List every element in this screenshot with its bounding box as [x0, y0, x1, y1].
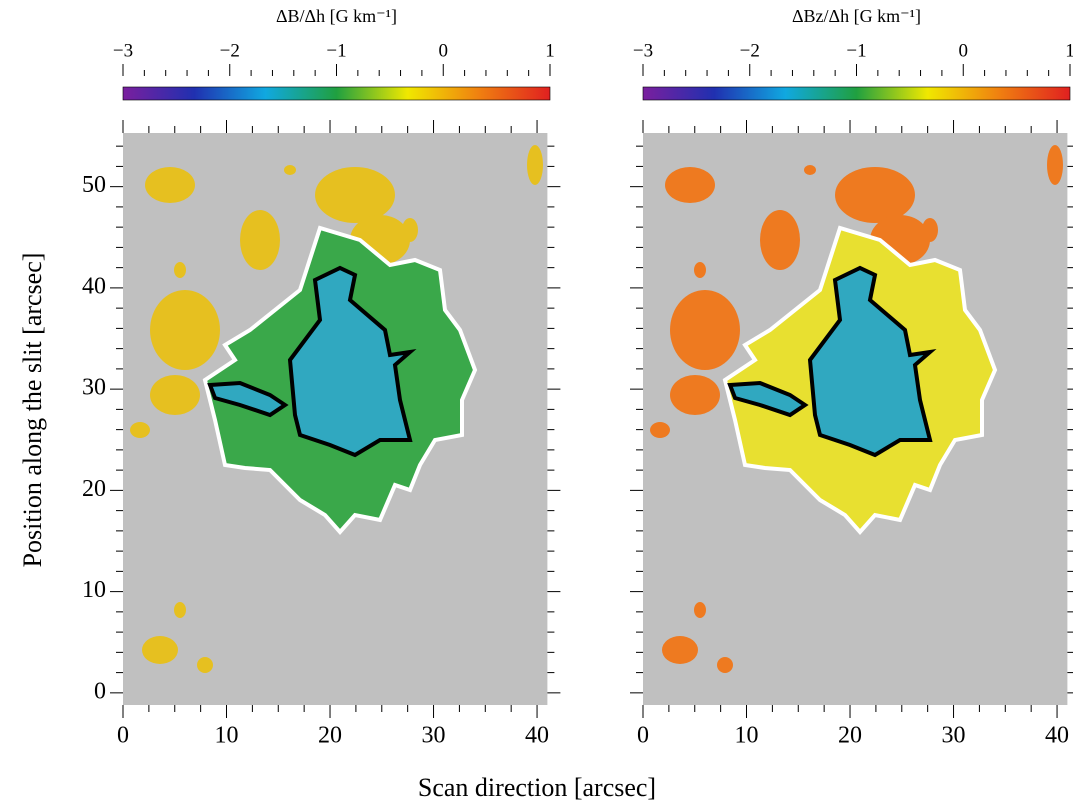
x-tick-label: 40: [1045, 723, 1069, 749]
x-tick-label: 10: [215, 723, 239, 749]
x-tick-label: 40: [525, 723, 549, 749]
x-tick-label: 20: [838, 723, 862, 749]
map-image: [123, 133, 548, 705]
x-axis-label: Scan direction [arcsec]: [418, 773, 656, 802]
y-tick-label: 30: [82, 375, 106, 401]
map-image: [643, 133, 1068, 705]
x-tick-label: 20: [318, 723, 342, 749]
x-tick-label: 30: [422, 723, 446, 749]
colorbar-tick-label: 0: [959, 40, 969, 61]
colorbar-tick-label: −1: [846, 40, 866, 61]
colorbar-tick-label: 1: [545, 40, 555, 61]
colorbar: [122, 86, 551, 101]
colorbar-tick-label: −3: [633, 40, 653, 61]
colorbar-tick-label: 0: [439, 40, 449, 61]
y-tick-label: 10: [82, 577, 106, 603]
x-tick-label: 0: [637, 723, 649, 749]
y-tick-label: 50: [82, 172, 106, 198]
x-tick-label: 0: [117, 723, 129, 749]
colorbar-label: ΔBz/Δh [G km⁻¹]: [792, 6, 921, 26]
x-tick-label: 10: [735, 723, 759, 749]
colorbar: [642, 86, 1071, 101]
colorbar-label: ΔB/Δh [G km⁻¹]: [276, 6, 397, 26]
colorbar-tick-label: 1: [1065, 40, 1073, 61]
colorbar-tick-label: −2: [220, 40, 240, 61]
y-tick-label: 0: [94, 678, 106, 704]
y-tick-label: 20: [82, 476, 106, 502]
y-axis-label: Position along the slit [arcsec]: [18, 253, 47, 568]
colorbar-tick-label: −2: [740, 40, 760, 61]
colorbar-tick-label: −3: [113, 40, 133, 61]
x-tick-label: 30: [942, 723, 966, 749]
y-tick-label: 40: [82, 273, 106, 299]
colorbar-tick-label: −1: [326, 40, 346, 61]
